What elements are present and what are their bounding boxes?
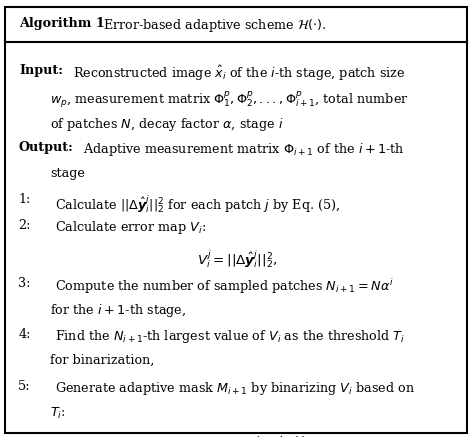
Text: Reconstructed image $\hat{x}_i$ of the $i$-th stage, patch size: Reconstructed image $\hat{x}_i$ of the $… xyxy=(73,64,405,83)
Text: Generate adaptive mask $M_{i+1}$ by binarizing $V_i$ based on: Generate adaptive mask $M_{i+1}$ by bina… xyxy=(55,380,414,397)
Text: 3:: 3: xyxy=(18,277,31,290)
Text: $V_i^j = ||\Delta\hat{\boldsymbol{y}}_i^j||_2^2,$: $V_i^j = ||\Delta\hat{\boldsymbol{y}}_i^… xyxy=(197,248,277,270)
Text: $w_p$, measurement matrix $\Phi_1^p, \Phi_2^p, ..., \Phi_{i+1}^p$, total number: $w_p$, measurement matrix $\Phi_1^p, \Ph… xyxy=(50,90,409,110)
Text: $T_i$:: $T_i$: xyxy=(50,406,65,421)
Text: 1:: 1: xyxy=(18,193,31,206)
Text: Adaptive measurement matrix $\Phi_{i+1}$ of the $i+1$-th: Adaptive measurement matrix $\Phi_{i+1}$… xyxy=(83,142,405,159)
Text: Error-based adaptive scheme $\mathcal{H}(\cdot)$.: Error-based adaptive scheme $\mathcal{H}… xyxy=(99,17,327,34)
Text: 2:: 2: xyxy=(18,219,31,232)
Text: Output:: Output: xyxy=(19,142,74,154)
FancyBboxPatch shape xyxy=(5,7,467,433)
Text: Algorithm 1: Algorithm 1 xyxy=(19,17,105,30)
Text: for the $i+1$-th stage,: for the $i+1$-th stage, xyxy=(50,302,186,319)
Text: of patches $N$, decay factor $\alpha$, stage $i$: of patches $N$, decay factor $\alpha$, s… xyxy=(50,115,283,132)
Text: 4:: 4: xyxy=(18,328,31,341)
Text: Calculate error map $V_i$:: Calculate error map $V_i$: xyxy=(55,219,206,236)
Text: stage: stage xyxy=(50,167,85,180)
Text: Compute the number of sampled patches $N_{i+1} = N\alpha^i$: Compute the number of sampled patches $N… xyxy=(55,277,393,295)
Text: $M_{i+1} = \mathrm{vector}(\mathrm{B}_{T_i}(V_i)),$: $M_{i+1} = \mathrm{vector}(\mathrm{B}_{T… xyxy=(163,435,311,437)
Text: Input:: Input: xyxy=(19,64,63,77)
Text: Calculate $||\Delta\hat{\boldsymbol{y}}_i^j||_2^2$ for each patch $j$ by Eq. (5): Calculate $||\Delta\hat{\boldsymbol{y}}_… xyxy=(55,193,340,215)
Text: 5:: 5: xyxy=(18,380,31,393)
Text: for binarization,: for binarization, xyxy=(50,354,154,367)
Text: Find the $N_{i+1}$-th largest value of $V_i$ as the threshold $T_i$: Find the $N_{i+1}$-th largest value of $… xyxy=(55,328,404,345)
